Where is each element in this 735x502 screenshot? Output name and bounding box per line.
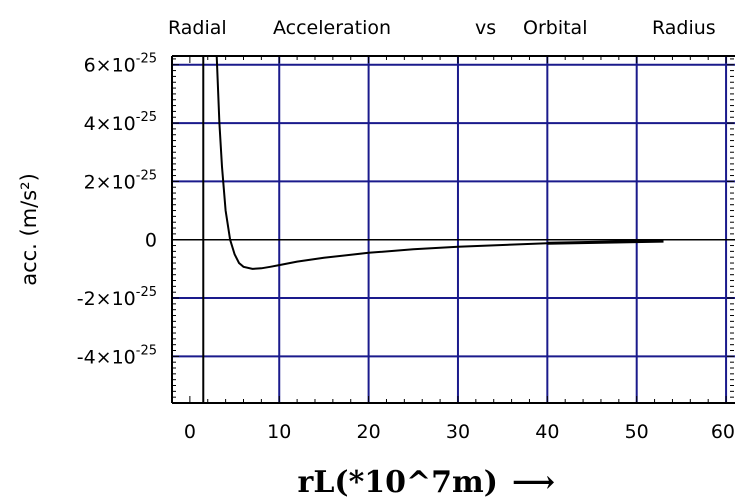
y-tick-mantissa: 0 xyxy=(145,230,157,252)
y-tick-mantissa: 2×10 xyxy=(84,171,136,193)
y-tick-label: -2×10-25 xyxy=(77,285,157,310)
minor-ticks xyxy=(172,56,734,403)
y-tick-labels: 6×10-254×10-252×10-250-2×10-25-4×10-25 xyxy=(77,52,157,369)
series xyxy=(215,55,664,270)
title-word: Orbital xyxy=(523,17,587,39)
y-tick-label: 0 xyxy=(145,230,157,252)
y-tick-label: 6×10-25 xyxy=(84,52,157,77)
grid xyxy=(172,56,735,403)
x-axis-arrow: ⟶ xyxy=(512,465,555,500)
x-tick-label: 50 xyxy=(625,421,649,443)
title-word: vs xyxy=(475,17,496,39)
series-line-tail xyxy=(547,239,664,245)
y-tick-mantissa: -2×10 xyxy=(77,288,136,310)
y-tick-label: -4×10-25 xyxy=(77,343,157,368)
x-tick-label: 40 xyxy=(535,421,559,443)
plot-frame xyxy=(171,55,735,404)
x-tick-labels: 0 10 20 30 40 50 60 xyxy=(184,421,735,443)
y-tick-exponent: -25 xyxy=(136,343,157,358)
title-word: Acceleration xyxy=(273,17,391,39)
y-tick-exponent: -25 xyxy=(136,52,157,67)
chart-title: Radial Acceleration vs Orbital Radius xyxy=(168,17,716,39)
y-tick-mantissa: 6×10 xyxy=(84,55,136,77)
y-tick-exponent: -25 xyxy=(136,110,157,125)
y-tick-mantissa: -4×10 xyxy=(77,346,136,368)
x-tick-label: 0 xyxy=(184,421,196,443)
x-axis-label: rL(*10^7m) xyxy=(298,465,498,500)
title-word: Radius xyxy=(652,17,716,39)
y-tick-exponent: -25 xyxy=(136,285,157,300)
y-tick-label: 4×10-25 xyxy=(84,110,157,135)
x-tick-label: 30 xyxy=(446,421,470,443)
y-tick-exponent: -25 xyxy=(136,168,157,183)
y-tick-mantissa: 4×10 xyxy=(84,113,136,135)
y-tick-label: 2×10-25 xyxy=(84,168,157,193)
x-tick-label: 10 xyxy=(267,421,291,443)
y-axis-label: acc. (m/s²) xyxy=(17,173,41,286)
x-tick-label: 60 xyxy=(711,421,735,443)
x-tick-label: 20 xyxy=(357,421,381,443)
title-word: Radial xyxy=(168,17,227,39)
series-line xyxy=(215,55,664,270)
